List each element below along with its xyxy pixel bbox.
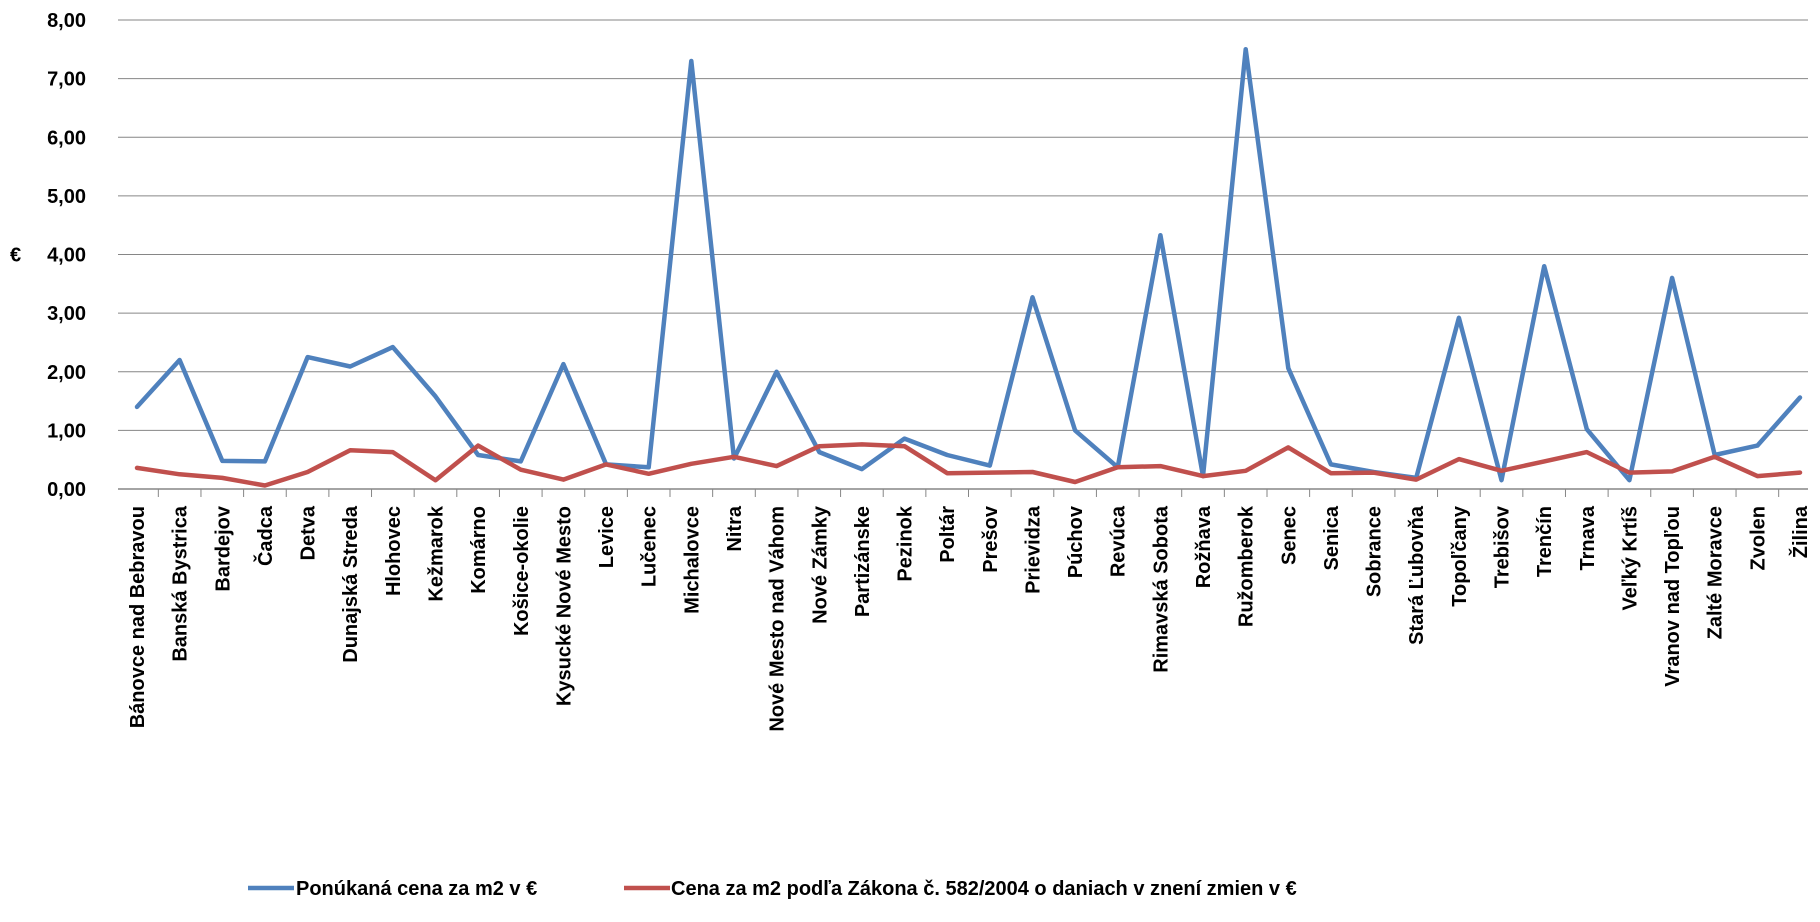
x-category-label: Rožňava — [1193, 505, 1215, 588]
legend: Ponúkaná cena za m2 v € Cena za m2 podľa … — [248, 878, 1297, 900]
x-category-label: Zalté Moravce — [1705, 506, 1727, 639]
y-axis-label: € — [10, 245, 21, 267]
x-category-label: Trenčín — [1534, 506, 1556, 577]
y-tick-label: 0,00 — [47, 479, 86, 501]
x-category-label: Prievidza — [1022, 505, 1044, 594]
x-category-label: Senica — [1321, 505, 1343, 570]
x-category-label: Komárno — [468, 506, 490, 594]
x-category-label: Stará Ľubovňa — [1406, 505, 1428, 645]
y-tick-label: 8,00 — [47, 10, 86, 32]
x-category-label: Kysucké Nové Mesto — [553, 506, 575, 706]
legend-label: Cena za m2 podľa Zákona č. 582/2004 o da… — [671, 878, 1297, 900]
x-category-label: Nitra — [724, 505, 746, 551]
x-category-label: Dunajská Streda — [340, 505, 362, 663]
y-axis-tick-labels: 0,00 1,00 2,00 3,00 4,00 5,00 6,00 7,00 8,00 — [47, 10, 86, 501]
x-axis-category-labels: Bánovce nad Bebravou Banská Bystrica Barde… — [127, 489, 1812, 732]
x-category-label: Čadca — [253, 505, 277, 566]
x-category-label: Žilina — [1788, 505, 1812, 558]
x-category-label: Poltár — [937, 506, 959, 563]
series-line-law-price — [134, 442, 1803, 488]
x-category-label: Senec — [1278, 506, 1300, 565]
x-category-label: Pezinok — [895, 505, 917, 581]
y-tick-label: 3,00 — [47, 303, 86, 325]
x-category-label: Partizánske — [852, 506, 874, 617]
y-tick-label: 7,00 — [47, 69, 86, 91]
y-tick-label: 6,00 — [47, 127, 86, 149]
x-category-label: Banská Bystrica — [170, 505, 192, 662]
x-category-label: Michalovce — [681, 506, 703, 614]
x-category-label: Nové Zámky — [809, 505, 831, 624]
x-category-label: Topoľčany — [1449, 505, 1471, 607]
x-category-label: Košice-okolie — [511, 506, 533, 636]
series-lines — [134, 47, 1803, 488]
x-category-label: Vranov nad Topľou — [1662, 506, 1684, 687]
x-category-label: Rimavská Sobota — [1150, 505, 1172, 673]
x-category-label: Levice — [596, 506, 618, 568]
x-category-label: Sobrance — [1364, 506, 1386, 597]
y-tick-label: 5,00 — [47, 186, 86, 208]
x-category-label: Trebišov — [1492, 505, 1514, 588]
x-category-label: Prešov — [980, 505, 1002, 573]
y-tick-label: 4,00 — [47, 245, 86, 267]
x-category-label: Bánovce nad Bebravou — [127, 506, 149, 728]
x-category-label: Veľký Krtíš — [1619, 506, 1641, 610]
x-category-label: Revúca — [1108, 505, 1130, 577]
x-category-label: Trnava — [1577, 505, 1599, 570]
legend-label: Ponúkaná cena za m2 v € — [296, 878, 537, 900]
x-category-label: Nové Mesto nad Váhom — [767, 506, 789, 732]
x-category-label: Detva — [298, 505, 320, 560]
x-category-label: Zvolen — [1747, 506, 1769, 570]
x-category-label: Bardejov — [212, 505, 234, 591]
y-tick-label: 1,00 — [47, 420, 86, 442]
series-line-offered-price — [134, 47, 1803, 483]
x-category-label: Kežmarok — [425, 505, 447, 601]
x-category-label: Hlohovec — [383, 506, 405, 596]
gridlines — [118, 19, 1808, 490]
x-category-label: Ružomberok — [1236, 505, 1258, 627]
x-category-label: Púchov — [1065, 505, 1087, 578]
y-tick-label: 2,00 — [47, 362, 86, 384]
x-category-label: Lučenec — [639, 506, 661, 587]
